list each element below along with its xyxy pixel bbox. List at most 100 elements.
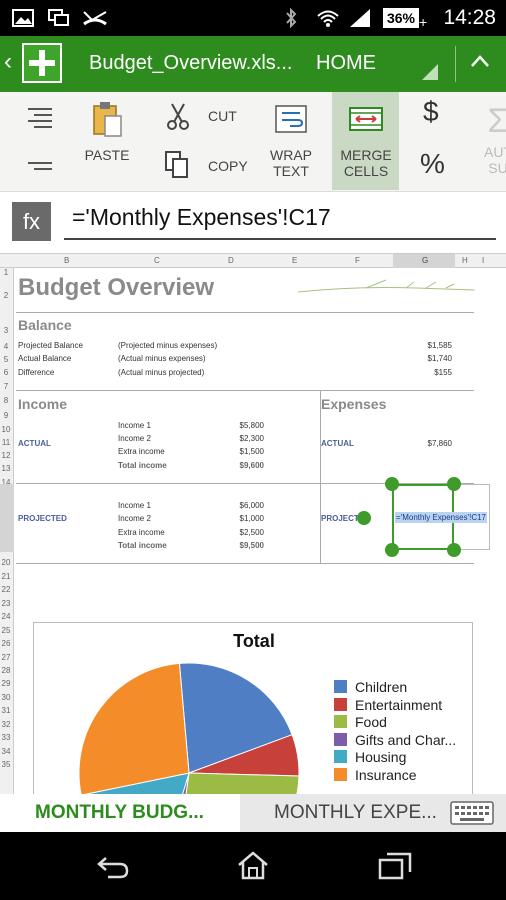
section-divider <box>16 563 474 564</box>
row-header[interactable]: 30 <box>1 693 11 702</box>
row-header[interactable]: 4 <box>3 342 9 351</box>
pie-slice-food <box>185 772 300 794</box>
legend-label: Food <box>355 714 387 730</box>
income-expenses-divider <box>320 390 321 564</box>
row-header[interactable]: 9 <box>3 411 9 420</box>
percent-format-button[interactable]: % <box>420 148 445 179</box>
income-item-label: Income 2 <box>118 514 151 523</box>
formula-input[interactable]: ='Monthly Expenses'!C17 <box>64 200 496 240</box>
col-header-e[interactable]: E <box>292 256 298 265</box>
copy-icon[interactable] <box>164 150 190 180</box>
col-header-f[interactable]: F <box>355 256 360 265</box>
row-header[interactable]: 24 <box>1 612 11 621</box>
collapse-ribbon-icon[interactable] <box>470 54 490 68</box>
row-header[interactable]: 5 <box>3 355 9 364</box>
menu-tab-home[interactable]: HOME <box>316 52 376 74</box>
legend-swatch <box>334 750 347 763</box>
back-chevron-icon[interactable]: ‹ <box>4 48 12 75</box>
selection-handle[interactable] <box>447 477 461 491</box>
income-item-value: $1,000 <box>239 514 264 523</box>
pie-plot <box>78 662 300 794</box>
balance-desc: (Actual minus expenses) <box>118 354 206 363</box>
wrap-label-1: WRAP <box>270 147 312 163</box>
row-header[interactable]: 31 <box>1 706 11 715</box>
row-header[interactable]: 27 <box>1 653 11 662</box>
cut-button[interactable]: CUT <box>208 108 237 124</box>
image-icon <box>12 9 34 27</box>
sheet-tab-monthly-expenses[interactable]: MONTHLY EXPE... <box>274 802 437 823</box>
row-header[interactable]: 6 <box>3 368 9 377</box>
merge-cells-button[interactable]: MERGE CELLS <box>334 102 398 179</box>
col-header-i[interactable]: I <box>482 256 485 265</box>
row-header[interactable]: 2 <box>3 291 9 300</box>
bluetooth-icon <box>286 8 297 28</box>
selection-handle[interactable] <box>385 543 399 557</box>
row-header[interactable]: 26 <box>1 639 11 648</box>
align-bottom-icon[interactable] <box>26 158 54 174</box>
row-header[interactable]: 35 <box>1 760 11 769</box>
row-header[interactable]: 8 <box>3 396 9 405</box>
copy-button[interactable]: COPY <box>208 158 248 174</box>
row-header[interactable]: 33 <box>1 733 11 742</box>
autosum-button[interactable]: Σ AUT SU <box>478 102 506 176</box>
paste-button[interactable]: PASTE <box>76 100 138 163</box>
recent-apps-icon[interactable] <box>378 852 412 880</box>
currency-format-button[interactable]: $ <box>423 96 439 127</box>
row-header[interactable]: 3 <box>3 326 9 335</box>
legend-swatch <box>334 697 347 711</box>
home-icon[interactable] <box>236 850 270 880</box>
spreadsheet-grid[interactable]: B C D E F G H I G 1234567891011121314151… <box>0 254 506 794</box>
income-item-value: $2,300 <box>239 434 264 443</box>
col-header-h[interactable]: H <box>462 256 468 265</box>
row-header[interactable]: 14 <box>1 478 11 487</box>
paste-label: PASTE <box>84 147 130 163</box>
expenses-actual-value: $7,860 <box>427 439 452 448</box>
income-item-label: Extra income <box>118 528 165 537</box>
legend-item: Gifts and Char... <box>334 732 456 748</box>
legend-label: Children <box>355 679 408 695</box>
row-header[interactable]: 20 <box>1 558 11 567</box>
wifi-icon <box>317 10 339 27</box>
col-header-d[interactable]: D <box>228 256 234 265</box>
row-header[interactable]: 22 <box>1 585 11 594</box>
divider <box>455 46 456 82</box>
align-top-icon[interactable] <box>26 106 54 128</box>
selection-handle[interactable] <box>357 511 371 525</box>
row-header[interactable]: 34 <box>1 747 11 756</box>
cut-icon[interactable] <box>166 102 190 130</box>
document-title[interactable]: Budget_Overview.xls... <box>89 52 293 74</box>
row-header[interactable]: 32 <box>1 720 11 729</box>
selection-handle[interactable] <box>385 477 399 491</box>
row-header[interactable]: 11 <box>1 438 11 447</box>
row-header[interactable]: 25 <box>1 626 11 635</box>
dropdown-corner-icon[interactable] <box>422 64 438 80</box>
row-header[interactable]: 21 <box>1 572 11 581</box>
keyboard-icon[interactable] <box>450 801 494 825</box>
income-total-label: Total income <box>118 541 167 550</box>
sheet-tab-monthly-budget[interactable]: MONTHLY BUDG... <box>0 794 240 832</box>
legend-item: Children <box>334 679 407 695</box>
col-header-c[interactable]: C <box>154 256 160 265</box>
col-header-b[interactable]: B <box>64 256 70 265</box>
fx-button[interactable]: fx <box>12 202 51 241</box>
app-logo-icon[interactable] <box>22 43 62 83</box>
row-header[interactable]: 12 <box>1 451 11 460</box>
row-header[interactable]: 7 <box>3 382 9 391</box>
row-header[interactable]: 28 <box>1 666 11 675</box>
selected-cell-content[interactable]: ='Monthly Expenses'!C17 <box>395 512 487 523</box>
pie-chart[interactable]: Total Children Entertainment Food Gifts and… <box>33 622 473 794</box>
row-header[interactable]: 23 <box>1 599 11 608</box>
selected-column-highlight <box>393 254 455 268</box>
legend-swatch <box>334 715 347 728</box>
back-icon[interactable] <box>96 854 130 880</box>
balance-value: $155 <box>434 368 452 377</box>
decorative-branch-image <box>297 279 475 293</box>
row-header[interactable]: 13 <box>1 464 11 473</box>
selection-handle[interactable] <box>447 543 461 557</box>
wrap-text-button[interactable]: WRAP TEXT <box>262 102 320 179</box>
legend-item: Housing <box>334 749 406 765</box>
row-header[interactable]: 10 <box>1 425 11 434</box>
charging-icon: + <box>419 14 428 30</box>
row-header[interactable]: 29 <box>1 679 11 688</box>
row-header[interactable]: 1 <box>3 268 9 277</box>
